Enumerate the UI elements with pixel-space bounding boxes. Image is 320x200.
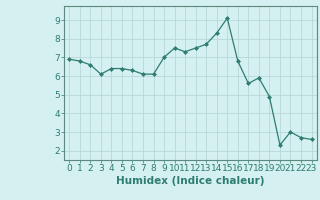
X-axis label: Humidex (Indice chaleur): Humidex (Indice chaleur): [116, 176, 265, 186]
